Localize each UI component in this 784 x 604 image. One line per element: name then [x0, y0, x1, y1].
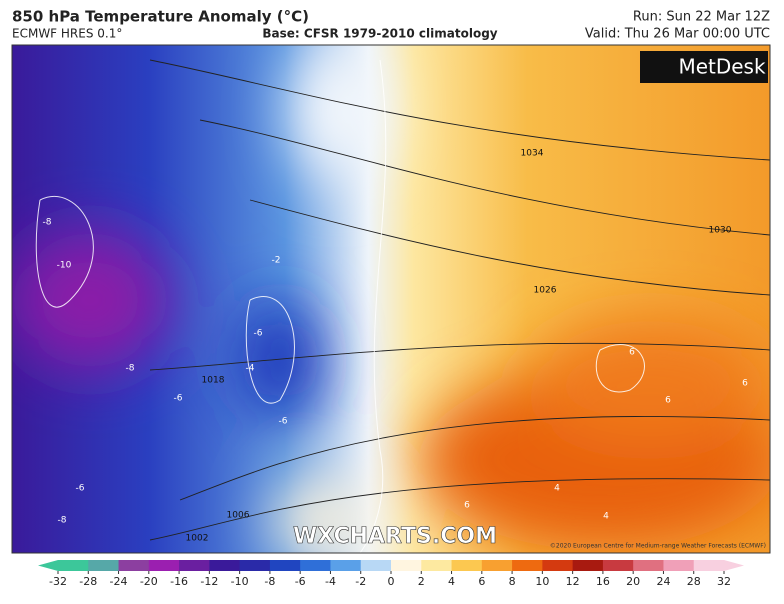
isotherm-label: -6: [76, 484, 85, 494]
logo-box: [640, 51, 768, 83]
isotherm-label: 4: [554, 484, 560, 494]
colorbar-segment: [148, 560, 180, 571]
colorbar-segment: [512, 560, 543, 571]
isotherm-label: -8: [43, 218, 52, 228]
isobars: [149, 59, 770, 541]
colorbar-segment: [693, 560, 725, 571]
colorbar-segment: [209, 560, 241, 571]
colorbar-tick-label: 24: [656, 575, 670, 588]
colorbar-tick-label: -32: [49, 575, 67, 588]
colorbar-tick-label: -4: [325, 575, 336, 588]
colorbar-tick-label: -20: [140, 575, 158, 588]
colorbar-segment: [542, 560, 574, 571]
colorbar-tick-label: 10: [535, 575, 549, 588]
model: ECMWF HRES 0.1°: [12, 27, 122, 41]
colorbar-segment: [118, 560, 150, 571]
map: [12, 45, 770, 553]
colorbar-segment: [602, 560, 634, 571]
colorbar-segment: [663, 560, 695, 571]
isotherm-label: 6: [629, 348, 635, 358]
anomaly-field: [12, 45, 770, 553]
isotherm-label: -6: [174, 394, 183, 404]
isotherm-label: -6: [279, 417, 288, 427]
copyright: ©2020 European Centre for Medium-range W…: [550, 543, 766, 550]
colorbar-segment: [239, 560, 271, 571]
isotherm-label: -6: [254, 329, 263, 339]
isotherm-label: 6: [665, 396, 671, 406]
base: Base: CFSR 1979-2010 climatology: [262, 27, 497, 41]
colorbar-tick-label: -12: [200, 575, 218, 588]
colorbar-tick-label: 6: [478, 575, 485, 588]
isotherm-label: 4: [603, 512, 609, 522]
colorbar-tick-label: 4: [448, 575, 455, 588]
isotherms: [35, 59, 645, 553]
valid: Valid: Thu 26 Mar 00:00 UTC: [585, 27, 770, 42]
colorbar-segment: [269, 560, 301, 571]
colorbar-tick-label: 32: [717, 575, 731, 588]
run: Run: Sun 22 Mar 12Z: [633, 10, 770, 25]
title: 850 hPa Temperature Anomaly (°C): [12, 8, 309, 26]
logo: MetDesk: [678, 55, 766, 79]
colorbar-tick-label: -8: [264, 575, 275, 588]
colorbar-segment: [481, 560, 513, 571]
colorbar-tick-label: -10: [231, 575, 249, 588]
colorbar-tick-label: -6: [295, 575, 306, 588]
isobar-label: 1002: [186, 534, 209, 544]
colorbar-segment: [391, 560, 422, 571]
isobar-label: 1034: [521, 149, 544, 159]
isotherm-label: -8: [58, 516, 67, 526]
colorbar-segment: [58, 560, 89, 571]
colorbar-segment: [451, 560, 483, 571]
colorbar-tick-label: 16: [596, 575, 610, 588]
colorbar-arrow-left: [38, 560, 58, 571]
colorbar-tick-label: -24: [110, 575, 128, 588]
colorbar-tick-label: 2: [418, 575, 425, 588]
isobar-label: 1026: [534, 286, 557, 296]
map-frame: [11, 44, 771, 554]
isotherm-label: -10: [57, 261, 72, 271]
colorbar-segment: [633, 560, 664, 571]
colorbar-segment: [572, 560, 604, 571]
colorbar-tick-label: -28: [79, 575, 97, 588]
colorbar-tick-label: -16: [170, 575, 188, 588]
colorbar-segment: [360, 560, 392, 571]
isobar-label: 1006: [227, 511, 250, 521]
isotherm-label: -4: [246, 364, 255, 374]
isotherm-label: 6: [464, 501, 470, 511]
isotherm-label: 6: [742, 379, 748, 389]
colorbar-segment: [421, 560, 453, 571]
isobar-label: 1030: [709, 226, 732, 236]
isotherm-label: -2: [272, 256, 281, 266]
isobar-label: 1018: [202, 376, 225, 386]
colorbar-tick-label: 0: [388, 575, 395, 588]
isotherm-label: -8: [126, 364, 135, 374]
colorbar-segment: [330, 560, 362, 571]
watermark: WXCHARTS.COM: [293, 524, 497, 549]
colorbar-segment: [300, 560, 331, 571]
colorbar-tick-label: 28: [687, 575, 701, 588]
colorbar-tick-label: -2: [355, 575, 366, 588]
colorbar-tick-label: 8: [509, 575, 516, 588]
colorbar-segment: [88, 560, 120, 571]
colorbar-segment: [179, 560, 210, 571]
colorbar-arrow-right: [724, 560, 744, 571]
colorbar-tick-label: 20: [626, 575, 640, 588]
colorbar-tick-label: 12: [566, 575, 580, 588]
